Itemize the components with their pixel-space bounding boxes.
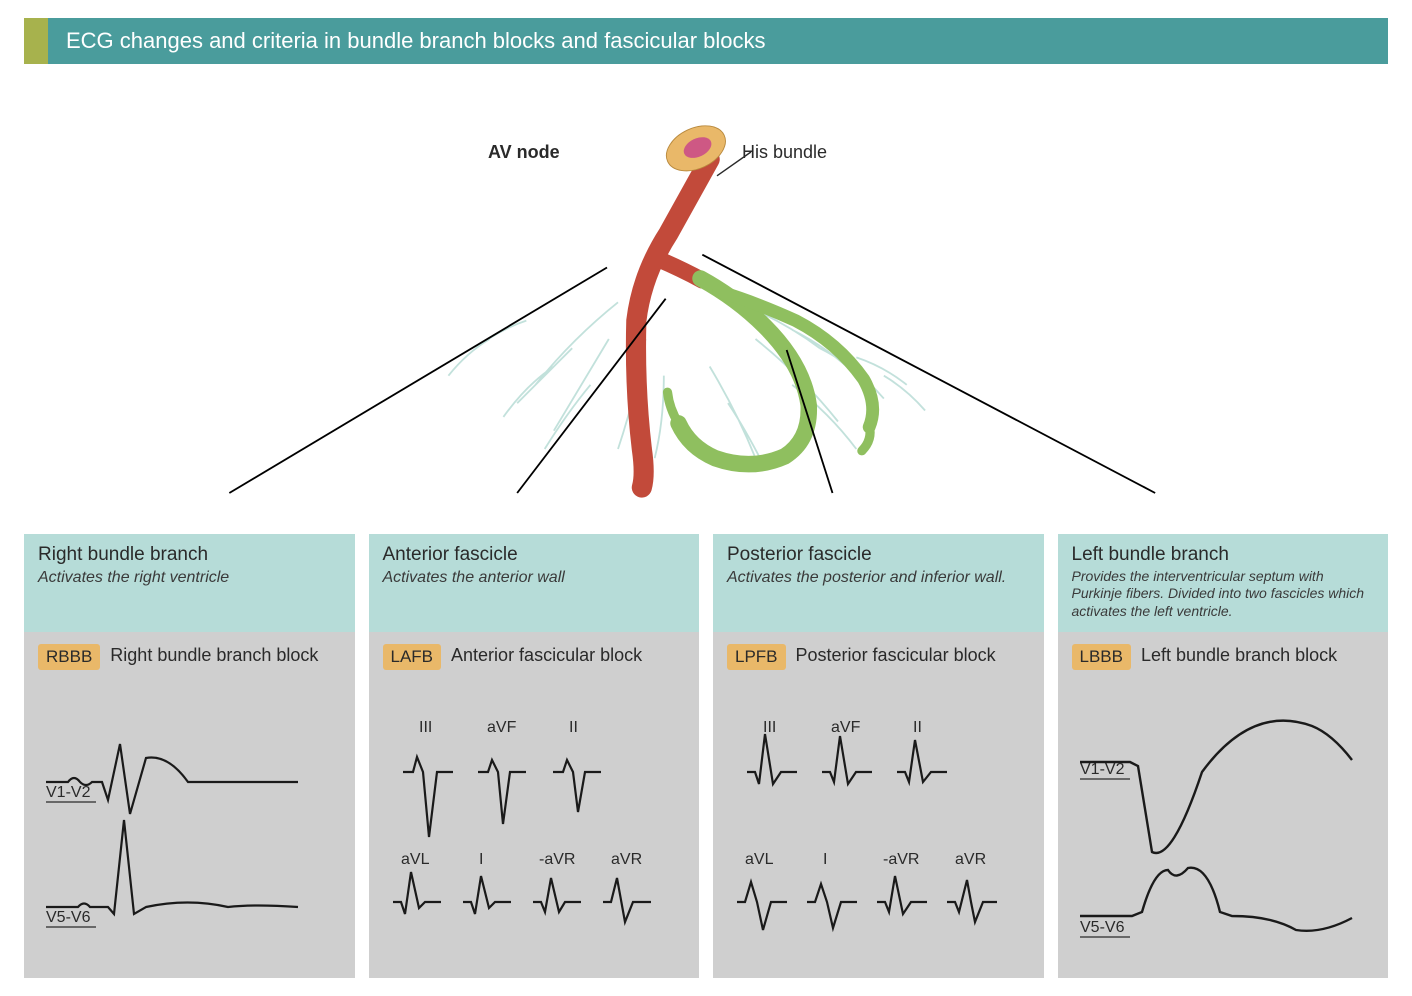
waveform-path bbox=[897, 740, 947, 782]
panel-desc: Activates the right ventricle bbox=[38, 568, 341, 588]
waveform-path bbox=[822, 736, 872, 784]
block-name: Left bundle branch block bbox=[1141, 644, 1337, 667]
block-row: LPFB Posterior fascicular block bbox=[727, 644, 1030, 670]
title-bar: ECG changes and criteria in bundle branc… bbox=[24, 18, 1388, 64]
lead-label: I bbox=[823, 851, 827, 868]
lead-label: aVR bbox=[611, 851, 642, 868]
waveform-path bbox=[393, 872, 441, 914]
panel-body: RBBB Right bundle branch block V1-V2 V5-… bbox=[24, 632, 355, 979]
lead-label: aVL bbox=[745, 851, 774, 868]
panel-body: LBBB Left bundle branch block V1-V2 V5-V… bbox=[1058, 632, 1389, 978]
lead-label: V1-V2 bbox=[46, 784, 91, 801]
lead-label: V5-V6 bbox=[46, 909, 91, 926]
waveform-path bbox=[553, 760, 601, 812]
lead-label: V5-V6 bbox=[1080, 919, 1125, 936]
lead-label: III bbox=[419, 719, 432, 736]
waveform-path bbox=[947, 880, 997, 922]
panel-lafb: Anterior fascicle Activates the anterior… bbox=[369, 534, 700, 979]
panel-title: Left bundle branch bbox=[1072, 544, 1375, 566]
rbbb-waveforms: V1-V2 V5-V6 bbox=[38, 682, 318, 952]
panel-header: Anterior fascicle Activates the anterior… bbox=[369, 534, 700, 632]
anatomy-diagram: AV node His bundle bbox=[0, 64, 1412, 504]
waveform-path bbox=[603, 878, 651, 922]
lead-label: V1-V2 bbox=[1080, 761, 1125, 778]
block-name: Posterior fascicular block bbox=[796, 644, 996, 667]
panel-desc: Activates the posterior and inferior wal… bbox=[727, 568, 1030, 588]
page-title: ECG changes and criteria in bundle branc… bbox=[48, 18, 1388, 64]
conduction-system-svg bbox=[0, 64, 1412, 504]
panel-desc: Activates the anterior wall bbox=[383, 568, 686, 588]
waveform-path bbox=[463, 876, 511, 914]
lead-label: -aVR bbox=[883, 851, 919, 868]
lead-label: aVF bbox=[487, 719, 517, 736]
waveform-path bbox=[877, 876, 927, 914]
left-bundle-green bbox=[668, 279, 873, 465]
panel-lpfb: Posterior fascicle Activates the posteri… bbox=[713, 534, 1044, 979]
panel-title: Posterior fascicle bbox=[727, 544, 1030, 566]
block-badge: LPFB bbox=[727, 644, 786, 670]
waveform-path bbox=[403, 757, 453, 837]
block-badge: LBBB bbox=[1072, 644, 1131, 670]
block-row: LBBB Left bundle branch block bbox=[1072, 644, 1375, 670]
waveform-path bbox=[737, 882, 787, 930]
waveform-path bbox=[46, 744, 298, 814]
panel-rbbb: Right bundle branch Activates the right … bbox=[24, 534, 355, 979]
title-accent bbox=[24, 18, 48, 64]
lead-label: aVR bbox=[955, 851, 986, 868]
block-name: Right bundle branch block bbox=[110, 644, 318, 667]
waveform-path bbox=[1080, 721, 1352, 853]
lead-label: I bbox=[479, 851, 483, 868]
lbbb-waveforms: V1-V2 V5-V6 bbox=[1072, 682, 1362, 962]
waveform-path bbox=[478, 760, 526, 824]
his-bundle-label: His bundle bbox=[742, 142, 827, 163]
leader-lines bbox=[229, 255, 1155, 493]
waveform-area: III aVF II aVL I -aVR aVR bbox=[383, 682, 686, 942]
waveform-area: III aVF II aVL I -aVR aVR bbox=[727, 682, 1030, 942]
lead-label: II bbox=[569, 719, 578, 736]
panel-desc: Provides the interventricular septum wit… bbox=[1072, 568, 1375, 621]
block-row: LAFB Anterior fascicular block bbox=[383, 644, 686, 670]
block-name: Anterior fascicular block bbox=[451, 644, 642, 667]
lafb-waveforms: III aVF II aVL I -aVR aVR bbox=[383, 682, 663, 942]
lead-label: aVF bbox=[831, 719, 861, 736]
panel-title: Right bundle branch bbox=[38, 544, 341, 566]
lead-label: II bbox=[913, 719, 922, 736]
panel-header: Posterior fascicle Activates the posteri… bbox=[713, 534, 1044, 632]
panel-body: LPFB Posterior fascicular block III aVF … bbox=[713, 632, 1044, 979]
waveform-area: V1-V2 V5-V6 bbox=[38, 682, 341, 952]
panel-header: Left bundle branch Provides the interven… bbox=[1058, 534, 1389, 633]
waveform-path bbox=[46, 820, 298, 914]
lead-label: III bbox=[763, 719, 776, 736]
waveform-path bbox=[807, 884, 857, 928]
panel-lbbb: Left bundle branch Provides the interven… bbox=[1058, 534, 1389, 979]
panel-header: Right bundle branch Activates the right … bbox=[24, 534, 355, 632]
panel-title: Anterior fascicle bbox=[383, 544, 686, 566]
block-badge: LAFB bbox=[383, 644, 442, 670]
waveform-area: V1-V2 V5-V6 bbox=[1072, 682, 1375, 962]
block-row: RBBB Right bundle branch block bbox=[38, 644, 341, 670]
panel-body: LAFB Anterior fascicular block III aVF I… bbox=[369, 632, 700, 979]
lpfb-waveforms: III aVF II aVL I -aVR aVR bbox=[727, 682, 1007, 942]
block-badge: RBBB bbox=[38, 644, 100, 670]
waveform-path bbox=[533, 878, 581, 912]
av-node-label: AV node bbox=[488, 142, 560, 163]
panels-row: Right bundle branch Activates the right … bbox=[0, 534, 1412, 979]
lead-label: -aVR bbox=[539, 851, 575, 868]
waveform-path bbox=[747, 734, 797, 784]
lead-label: aVL bbox=[401, 851, 430, 868]
